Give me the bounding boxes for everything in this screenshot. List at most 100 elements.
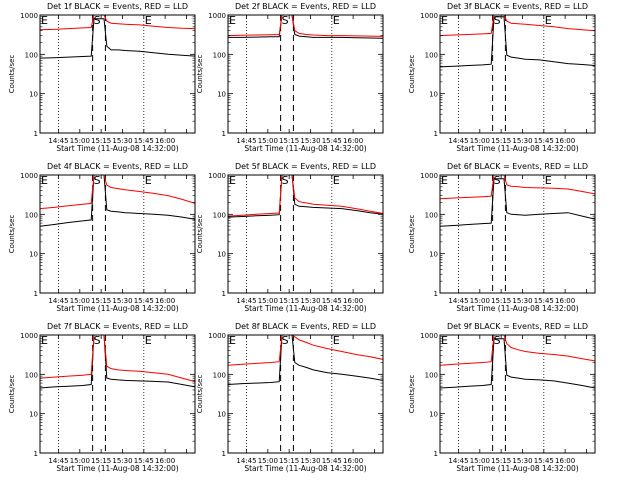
y-axis-label: Counts/sec: [408, 55, 416, 94]
series-line-lld: [228, 175, 383, 217]
x-tick-label: 16:00: [555, 137, 575, 145]
y-tick-label: 10: [29, 411, 38, 419]
x-tick-label: 15:45: [322, 297, 342, 305]
x-tick-label: 16:00: [555, 297, 575, 305]
plot-frame: [39, 334, 196, 454]
marker-letter-E: E: [145, 174, 152, 187]
x-tick-label: 15:45: [534, 457, 554, 465]
series-line-lld: [40, 175, 195, 210]
y-tick-label: 1: [34, 290, 38, 298]
y-tick-label: 1: [222, 450, 226, 458]
panel-title: Det 4f BLACK = Events, RED = LLD: [47, 162, 188, 171]
series-line-events: [440, 16, 595, 68]
x-tick-label: 15:30: [512, 457, 532, 465]
marker-letter-S: S: [494, 334, 501, 347]
panel-title: Det 8f BLACK = Events, RED = LLD: [235, 322, 376, 331]
x-axis-label: Start Time (11-Aug-08 14:32:00): [244, 304, 366, 313]
x-tick-label: 15:30: [512, 297, 532, 305]
y-tick-label: 1: [434, 130, 438, 138]
plot-frame: [39, 174, 196, 294]
y-tick-label: 10: [217, 411, 226, 419]
x-tick-label: 15:00: [258, 457, 278, 465]
y-axis-label: Counts/sec: [8, 375, 16, 414]
series-line-lld: [440, 15, 595, 37]
series-line-lld: [228, 15, 383, 37]
marker-letter-E: E: [41, 14, 48, 27]
y-tick-label: 10: [429, 91, 438, 99]
y-axis-label: Counts/sec: [196, 55, 204, 94]
marker-letter-E: E: [333, 174, 340, 187]
x-tick-label: 15:30: [300, 297, 320, 305]
x-tick-label: 15:15: [91, 297, 111, 305]
plot-frame: [439, 334, 596, 454]
panel-title: Det 7f BLACK = Events, RED = LLD: [47, 322, 188, 331]
x-tick-label: 15:45: [534, 137, 554, 145]
x-tick-label: 15:15: [491, 137, 511, 145]
marker-letter-S: S: [494, 14, 501, 27]
x-axis-label: Start Time (11-Aug-08 14:32:00): [244, 144, 366, 153]
x-tick-label: 15:15: [279, 297, 299, 305]
x-tick-label: 15:00: [70, 137, 90, 145]
marker-letter-E: E: [333, 14, 340, 27]
y-tick-label: 100: [213, 371, 226, 379]
marker-letter-S: S: [494, 174, 501, 187]
y-axis-label: Counts/sec: [8, 55, 16, 94]
y-tick-label: 1000: [20, 332, 38, 340]
y-tick-label: 1000: [208, 12, 226, 20]
x-tick-label: 15:00: [70, 297, 90, 305]
y-axis-label: Counts/sec: [196, 375, 204, 414]
marker-letter-S: S: [94, 334, 101, 347]
y-tick-label: 1000: [208, 172, 226, 180]
series-line-events: [440, 178, 595, 227]
x-tick-label: 16:00: [343, 457, 363, 465]
y-tick-label: 1: [434, 290, 438, 298]
x-tick-label: 15:30: [512, 137, 532, 145]
y-tick-label: 1: [34, 130, 38, 138]
x-tick-label: 14:45: [48, 297, 68, 305]
x-tick-label: 15:15: [491, 297, 511, 305]
marker-letter-E: E: [333, 334, 340, 347]
y-tick-label: 1: [434, 450, 438, 458]
series-line-lld: [440, 175, 595, 200]
x-axis-label: Start Time (11-Aug-08 14:32:00): [456, 304, 578, 313]
y-tick-label: 1000: [20, 12, 38, 20]
x-tick-label: 15:00: [258, 297, 278, 305]
y-tick-label: 100: [25, 211, 38, 219]
x-axis-label: Start Time (11-Aug-08 14:32:00): [56, 464, 178, 473]
x-tick-label: 15:30: [112, 297, 132, 305]
y-tick-label: 10: [29, 251, 38, 259]
y-tick-label: 10: [29, 91, 38, 99]
y-axis-label: Counts/sec: [8, 215, 16, 254]
x-tick-label: 16:00: [343, 297, 363, 305]
marker-letter-E: E: [229, 14, 236, 27]
y-tick-label: 1000: [420, 332, 438, 340]
panel-title: Det 1f BLACK = Events, RED = LLD: [47, 2, 188, 11]
x-tick-label: 15:00: [470, 297, 490, 305]
x-tick-label: 15:45: [134, 137, 154, 145]
marker-letter-E: E: [145, 334, 152, 347]
x-tick-label: 15:30: [112, 457, 132, 465]
y-tick-label: 10: [217, 251, 226, 259]
y-tick-label: 1: [222, 290, 226, 298]
x-tick-label: 15:00: [470, 457, 490, 465]
x-tick-label: 16:00: [155, 137, 175, 145]
x-tick-label: 15:15: [91, 137, 111, 145]
panel-title: Det 5f BLACK = Events, RED = LLD: [235, 162, 376, 171]
x-tick-label: 15:00: [470, 137, 490, 145]
x-tick-label: 15:15: [91, 457, 111, 465]
y-tick-label: 10: [429, 411, 438, 419]
y-tick-label: 100: [25, 51, 38, 59]
y-tick-label: 100: [213, 51, 226, 59]
plot-frame: [227, 14, 384, 134]
plot-frame: [39, 14, 196, 134]
y-tick-label: 1000: [20, 172, 38, 180]
